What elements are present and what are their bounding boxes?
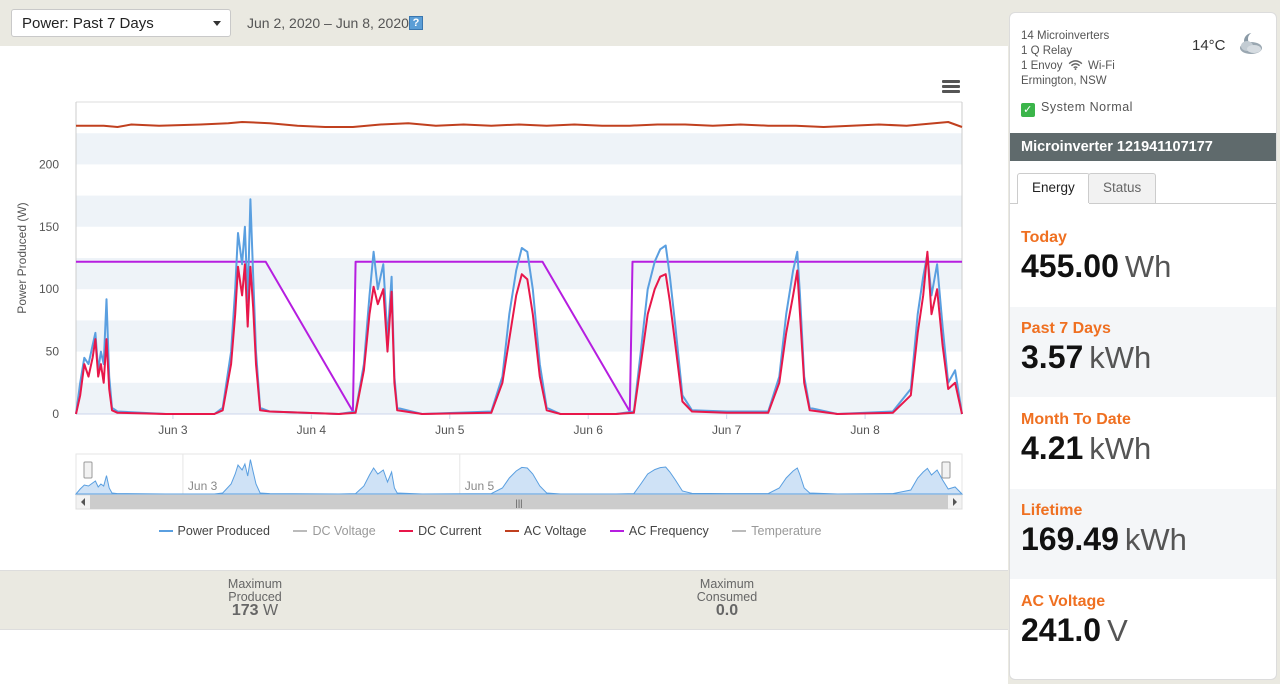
navigator-series xyxy=(74,459,964,495)
navigator-handle-right[interactable] xyxy=(941,461,951,479)
legend-temperature[interactable]: Temperature xyxy=(732,524,821,538)
grid-band xyxy=(76,320,962,352)
series-power-produced xyxy=(75,198,963,415)
metric-today: Today 455.00 Wh xyxy=(1021,229,1172,284)
grid-band xyxy=(76,195,962,227)
max-produced-stat: Maximum Produced 173 W xyxy=(227,577,283,619)
tab-bar: Energy Status xyxy=(1010,173,1276,204)
x-tick-label: Jun 6 xyxy=(574,423,604,437)
metric-past-7-days: Past 7 Days 3.57 kWh xyxy=(1010,307,1276,397)
series-ac-voltage xyxy=(76,121,963,128)
wifi-icon xyxy=(1068,60,1083,70)
y-tick-label: 150 xyxy=(39,220,59,234)
scrollbar-thumb[interactable] xyxy=(90,495,948,509)
legend-dc-current[interactable]: DC Current xyxy=(399,524,481,538)
series-dc-current xyxy=(75,250,963,415)
y-axis-label: Power Produced (W) xyxy=(15,202,29,313)
legend-power-produced[interactable]: Power Produced xyxy=(158,524,270,538)
legend-dc-voltage[interactable]: DC Voltage xyxy=(293,524,376,538)
metric-month-to-date: Month To Date 4.21 kWh xyxy=(1021,411,1152,466)
x-tick-label: Jun 4 xyxy=(297,423,327,437)
chart-legend: Power Produced DC Voltage DC Current AC … xyxy=(0,524,980,538)
relay-count: 1 Q Relay xyxy=(1021,45,1073,57)
toolbar: Power: Past 7 Days Jun 2, 2020 – Jun 8, … xyxy=(0,0,1008,46)
y-tick-label: 50 xyxy=(46,345,60,359)
max-consumed-stat: Maximum Consumed 0.0 xyxy=(667,578,787,619)
x-tick-label: Jun 7 xyxy=(712,423,742,437)
envoy-info: 1 Envoy Wi-Fi xyxy=(1021,60,1115,72)
y-tick-label: 100 xyxy=(39,282,59,296)
chart-panel: 0 50 100 150 200 Power Produced (W) Jun 3 Jun 4… xyxy=(0,46,1008,570)
navigator-handle-left[interactable] xyxy=(83,461,93,479)
chart-menu-icon[interactable] xyxy=(942,80,960,94)
grid-band xyxy=(76,133,962,165)
grid-band xyxy=(76,382,962,414)
check-icon: ✓ xyxy=(1021,103,1035,117)
system-summary: 14 Microinverters 1 Q Relay 1 Envoy Wi-F… xyxy=(1021,29,1115,89)
system-status: ✓ System Normal xyxy=(1021,100,1133,117)
stats-bar: Maximum Produced 173 W Maximum Consumed … xyxy=(0,570,1008,630)
microinverter-title: Microinverter 121941107177 xyxy=(1010,133,1276,161)
page-footer-area xyxy=(0,630,1008,684)
period-select[interactable]: Power: Past 7 Days xyxy=(11,9,231,37)
scroll-right-icon[interactable] xyxy=(953,498,957,506)
chevron-down-icon xyxy=(213,21,221,26)
x-tick-label: Jun 3 xyxy=(158,423,188,437)
y-tick-label: 200 xyxy=(39,157,59,171)
navigator-label: Jun 5 xyxy=(465,479,495,493)
max-produced-value: 173 xyxy=(231,602,259,619)
scrollbar-grip-icon: ||| xyxy=(515,498,522,508)
scroll-left-icon[interactable] xyxy=(81,498,85,506)
cloudy-night-icon xyxy=(1240,32,1262,54)
metric-ac-voltage: AC Voltage 241.0 V xyxy=(1021,593,1128,648)
location: Ermington, NSW xyxy=(1021,75,1107,87)
x-tick-label: Jun 8 xyxy=(850,423,880,437)
help-icon[interactable]: ? xyxy=(409,16,423,30)
tab-status[interactable]: Status xyxy=(1088,173,1157,203)
temperature: 14°C xyxy=(1192,37,1226,54)
max-consumed-value: 0.0 xyxy=(715,602,739,619)
side-panel: 14 Microinverters 1 Q Relay 1 Envoy Wi-F… xyxy=(1009,12,1277,680)
tab-energy[interactable]: Energy xyxy=(1017,173,1090,204)
legend-ac-frequency[interactable]: AC Frequency xyxy=(609,524,709,538)
max-produced-unit: W xyxy=(263,602,279,619)
microinverter-count: 14 Microinverters xyxy=(1021,30,1110,42)
metric-lifetime: Lifetime 169.49 kWh xyxy=(1010,489,1276,579)
navigator-label: Jun 3 xyxy=(188,479,218,493)
y-tick-label: 0 xyxy=(52,407,59,421)
legend-ac-voltage[interactable]: AC Voltage xyxy=(504,524,586,538)
x-tick-label: Jun 5 xyxy=(435,423,465,437)
power-chart: 0 50 100 150 200 Power Produced (W) Jun 3 Jun 4… xyxy=(15,101,964,510)
series-ac-frequency xyxy=(76,260,962,413)
date-range: Jun 2, 2020 – Jun 8, 2020 xyxy=(247,15,409,31)
period-select-label: Power: Past 7 Days xyxy=(22,15,154,32)
